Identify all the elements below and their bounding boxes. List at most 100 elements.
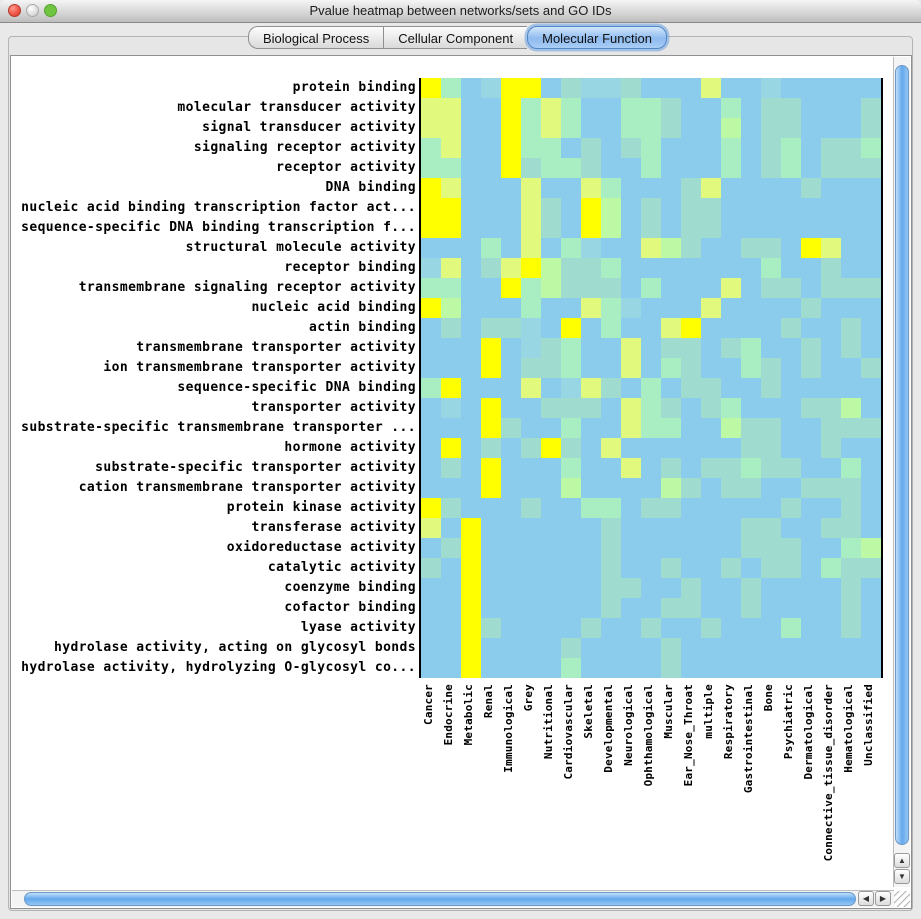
vertical-scrollbar[interactable]: ▲ ▼ [893, 57, 910, 887]
right-arrow-icon: ▶ [879, 894, 887, 903]
heatmap-cell [441, 118, 461, 138]
heatmap-cell [781, 198, 801, 218]
heatmap-cell [721, 378, 741, 398]
scroll-right-button[interactable]: ▶ [875, 891, 891, 906]
heatmap-cell [501, 318, 521, 338]
heatmap-cell [541, 158, 561, 178]
heatmap-cell [841, 338, 861, 358]
vertical-scrollbar-thumb[interactable] [895, 65, 909, 845]
heatmap-cell [701, 598, 721, 618]
heatmap-cell [721, 258, 741, 278]
heatmap-cell [861, 98, 881, 118]
heatmap-cell [501, 658, 521, 678]
heatmap-cell [861, 198, 881, 218]
heatmap-cell [461, 338, 481, 358]
heatmap-cell [801, 318, 821, 338]
heatmap-cell [821, 258, 841, 278]
heatmap-cell [721, 418, 741, 438]
heatmap-cell [761, 358, 781, 378]
resize-grip[interactable] [894, 891, 910, 907]
heatmap-cell [701, 138, 721, 158]
tab-molecular-function[interactable]: Molecular Function [527, 26, 667, 49]
horizontal-scrollbar[interactable]: ◀ ▶ [12, 890, 894, 907]
heatmap-cell [861, 258, 881, 278]
heatmap-cell [481, 178, 501, 198]
heatmap-cell [721, 438, 741, 458]
heatmap-cell [581, 178, 601, 198]
heatmap-cell [481, 98, 501, 118]
heatmap-cell [461, 98, 481, 118]
heatmap-cell [741, 78, 761, 98]
heatmap-cell [521, 598, 541, 618]
heatmap-cell [801, 218, 821, 238]
row-label: substrate-specific transporter activity [95, 460, 416, 475]
heatmap-cell [421, 578, 441, 598]
heatmap-cell [501, 158, 521, 178]
heatmap-cell [501, 478, 521, 498]
scroll-left-button[interactable]: ◀ [858, 891, 874, 906]
row-label: cation transmembrane transporter activit… [78, 480, 416, 495]
heatmap-cell [561, 318, 581, 338]
heatmap-cell [681, 378, 701, 398]
heatmap-cell [861, 598, 881, 618]
heatmap-cell [661, 318, 681, 338]
heatmap-cell [521, 498, 541, 518]
heatmap-cell [501, 298, 521, 318]
heatmap-cell [661, 98, 681, 118]
scroll-up-button[interactable]: ▲ [894, 853, 910, 868]
heatmap-cell [481, 118, 501, 138]
row-label: structural molecule activity [185, 240, 416, 255]
heatmap-cell [741, 118, 761, 138]
heatmap-cell [521, 138, 541, 158]
heatmap-cell [681, 418, 701, 438]
heatmap-cell [421, 498, 441, 518]
heatmap-cell [601, 98, 621, 118]
heatmap-cell [841, 458, 861, 478]
scroll-down-button[interactable]: ▼ [894, 869, 910, 884]
horizontal-scrollbar-thumb[interactable] [24, 892, 856, 906]
row-label: hormone activity [284, 440, 416, 455]
heatmap-cell [841, 98, 861, 118]
heatmap-cell [761, 278, 781, 298]
heatmap-cell [781, 378, 801, 398]
row-label: hydrolase activity, hydrolyzing O-glycos… [21, 660, 416, 675]
heatmap-cell [761, 258, 781, 278]
heatmap-cell [841, 558, 861, 578]
row-label: cofactor binding [284, 600, 416, 615]
heatmap-cell [581, 598, 601, 618]
heatmap-cell [781, 338, 801, 358]
heatmap-cell [761, 478, 781, 498]
heatmap-cell [481, 498, 501, 518]
heatmap-cell [641, 458, 661, 478]
heatmap-cell [841, 118, 861, 138]
heatmap-cell [741, 358, 761, 378]
heatmap-cell [721, 318, 741, 338]
heatmap-cell [561, 178, 581, 198]
heatmap-cell [681, 218, 701, 238]
close-button[interactable] [8, 4, 21, 17]
zoom-button[interactable] [44, 4, 57, 17]
tab-cellular-component[interactable]: Cellular Component [383, 26, 528, 49]
heatmap-cell [601, 498, 621, 518]
heatmap-cell [421, 238, 441, 258]
column-label: Grey [522, 684, 535, 712]
heatmap-cell [541, 218, 561, 238]
heatmap-cell [861, 218, 881, 238]
heatmap-cell [541, 138, 561, 158]
heatmap-cell [841, 378, 861, 398]
heatmap-cell [821, 398, 841, 418]
heatmap-cell [501, 418, 521, 438]
heatmap-cell [761, 638, 781, 658]
heatmap-cell [701, 278, 721, 298]
heatmap-cell [621, 398, 641, 418]
heatmap-cell [781, 298, 801, 318]
heatmap-cell [601, 178, 621, 198]
heatmap-cell [681, 178, 701, 198]
heatmap-cell [601, 598, 621, 618]
heatmap-cell [801, 518, 821, 538]
heatmap-cell [821, 218, 841, 238]
heatmap-cell [701, 298, 721, 318]
heatmap-cell [581, 498, 601, 518]
tab-biological-process[interactable]: Biological Process [248, 26, 384, 49]
minimize-button[interactable] [26, 4, 39, 17]
